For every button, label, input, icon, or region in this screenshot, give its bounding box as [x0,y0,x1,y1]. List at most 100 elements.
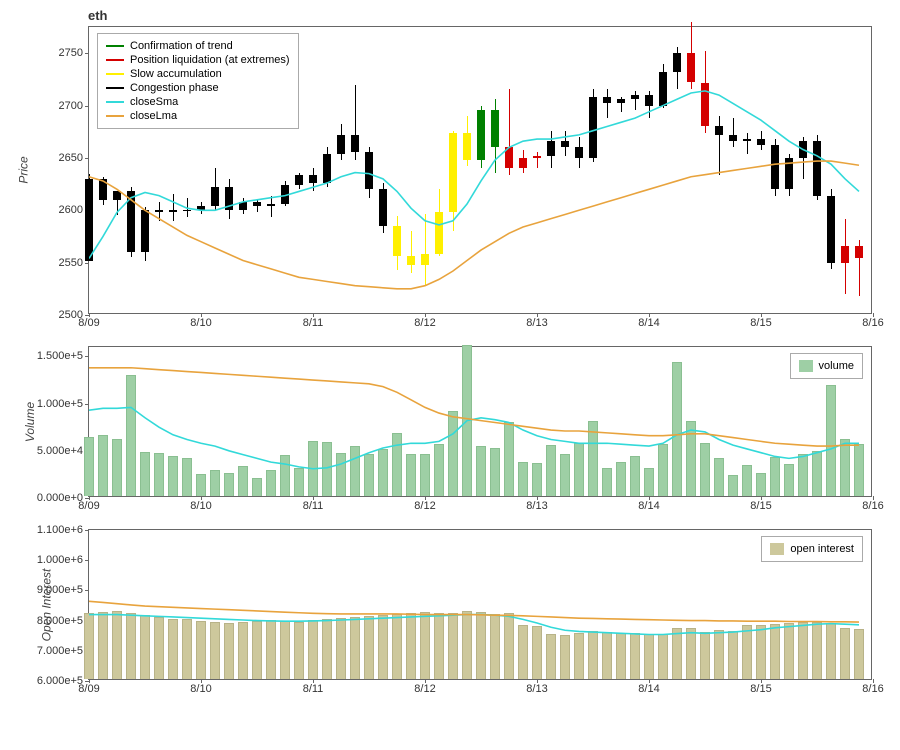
candle-body [183,210,191,211]
volume-bar [140,452,150,496]
oi-bar [154,617,164,679]
volume-bar [616,462,626,496]
volume-panel: Volume 0.000e+05.000e+41.000e+51.500e+58… [8,346,892,521]
legend-swatch [106,101,124,103]
volume-bar [126,375,136,496]
oi-bar [126,613,136,679]
openinterest-panel: Open Interest 6.000e+57.000e+58.000e+59.… [8,529,892,704]
volume-bar [434,444,444,496]
candle-body [99,179,107,200]
legend-label: Position liquidation (at extremes) [130,54,290,66]
xtick-label: 8/15 [750,679,771,695]
xtick-label: 8/16 [862,679,883,695]
candle-body [855,246,863,259]
candle-body [785,158,793,189]
volume-bar [840,439,850,496]
oi-bar [196,621,206,679]
legend-item: Congestion phase [106,82,290,94]
ytick-label: 2650 [59,152,89,164]
volume-bar [826,385,836,496]
candle-body [547,141,555,156]
volume-bar [266,470,276,496]
legend-swatch [106,59,124,61]
oi-bar [280,621,290,679]
candle-body [589,97,597,158]
volume-bar [154,453,164,496]
chart-title: eth [88,8,108,23]
candle-body [449,133,457,213]
candle-wick [187,198,188,217]
candle-body [799,141,807,158]
oi-bar [434,613,444,679]
volume-bar [168,456,178,496]
oi-bar [840,628,850,679]
oi-bar [504,613,514,679]
candle-body [771,145,779,189]
candle-body [687,53,695,82]
candle-body [155,210,163,212]
volume-bar [798,454,808,496]
ytick-label: 2700 [59,100,89,112]
legend: volume [790,353,863,379]
volume-bar [770,457,780,496]
candle-body [477,110,485,160]
volume-bar [196,474,206,496]
oi-bar [658,634,668,679]
volume-bar [420,454,430,496]
legend-item: Position liquidation (at extremes) [106,54,290,66]
volume-ylabel: Volume [23,401,37,441]
ytick-label: 1.000e+5 [37,398,89,410]
candle-body [463,133,471,160]
candle-body [743,139,751,141]
volume-bar [252,478,262,496]
oi-bar [490,614,500,679]
candle-body [141,210,149,252]
volume-bar [784,464,794,496]
oi-bar [420,612,430,679]
candle-body [197,206,205,210]
oi-bar [112,611,122,679]
legend-swatch [799,360,813,372]
oi-bar [602,632,612,679]
legend-label: Confirmation of trend [130,40,233,52]
volume-bar [238,466,248,496]
volume-bar [406,454,416,496]
oi-bar [798,622,808,679]
volume-bar [462,345,472,496]
volume-bar [854,444,864,496]
candle-body [337,135,345,154]
price-lma-line [89,161,859,289]
oi-bar [756,625,766,679]
oi-bar [518,625,528,679]
oi-bar [686,628,696,679]
xtick-label: 8/16 [862,496,883,512]
oi-bar [140,615,150,679]
volume-bar [574,443,584,496]
oi-bar [476,612,486,679]
xtick-label: 8/13 [526,496,547,512]
candle-body [631,95,639,99]
xtick-label: 8/09 [78,679,99,695]
oi-bar [588,631,598,679]
volume-bar [672,362,682,496]
volume-sma-line [89,407,859,468]
candle-body [561,141,569,147]
candle-body [225,187,233,210]
candle-body [435,212,443,254]
volume-bar [378,449,388,496]
legend-label: closeLma [130,110,177,122]
candle-body [379,189,387,226]
oi-bar [616,633,626,680]
price-plot-area: 2500255026002650270027508/098/108/118/12… [88,26,872,314]
legend-label: Slow accumulation [130,68,222,80]
oi-bar [532,626,542,679]
xtick-label: 8/13 [526,313,547,329]
volume-bar [112,439,122,496]
candle-wick [733,118,734,147]
oi-plot-area: 6.000e+57.000e+58.000e+59.000e+51.000e+6… [88,529,872,680]
xtick-label: 8/10 [190,679,211,695]
volume-bar [532,463,542,496]
oi-bar [336,618,346,679]
volume-bar [700,443,710,496]
oi-bar [728,631,738,679]
